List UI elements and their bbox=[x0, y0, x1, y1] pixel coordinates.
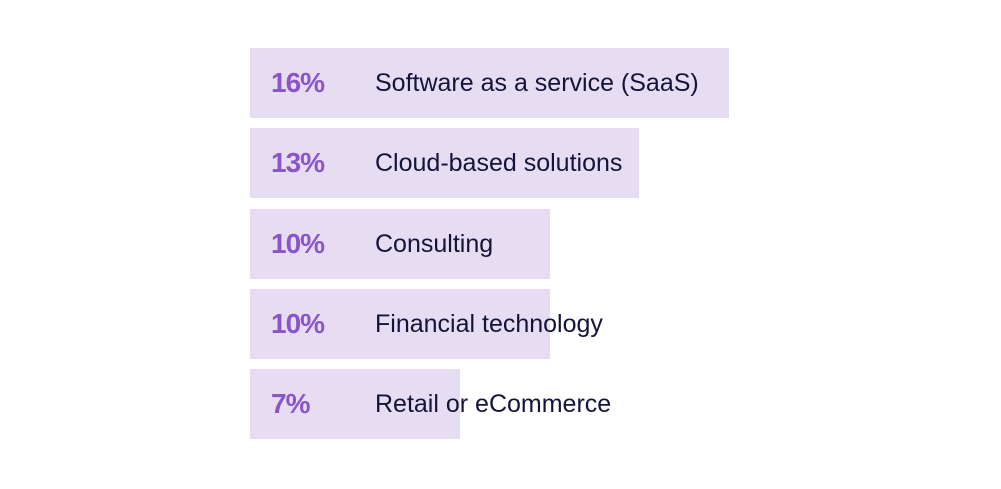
bar bbox=[250, 128, 640, 199]
bar-value-label: 16% bbox=[271, 67, 325, 98]
bar bbox=[250, 288, 550, 359]
bar-category-label: Software as a service (SaaS) bbox=[375, 69, 699, 97]
bar bbox=[250, 48, 730, 118]
bar-category-label: Cloud-based solutions bbox=[375, 149, 623, 178]
bar-value-label: 10% bbox=[271, 307, 325, 339]
bar-value-label: 10% bbox=[271, 227, 325, 259]
bar-category-label: Consulting bbox=[375, 229, 494, 258]
bar bbox=[250, 369, 460, 440]
bar-value-label: 7% bbox=[271, 388, 310, 420]
bar-value-label: 13% bbox=[271, 147, 325, 179]
bar-category-label: Financial technology bbox=[375, 309, 603, 338]
bar-category-label: Retail or eCommerce bbox=[375, 390, 612, 419]
bar bbox=[250, 208, 550, 279]
